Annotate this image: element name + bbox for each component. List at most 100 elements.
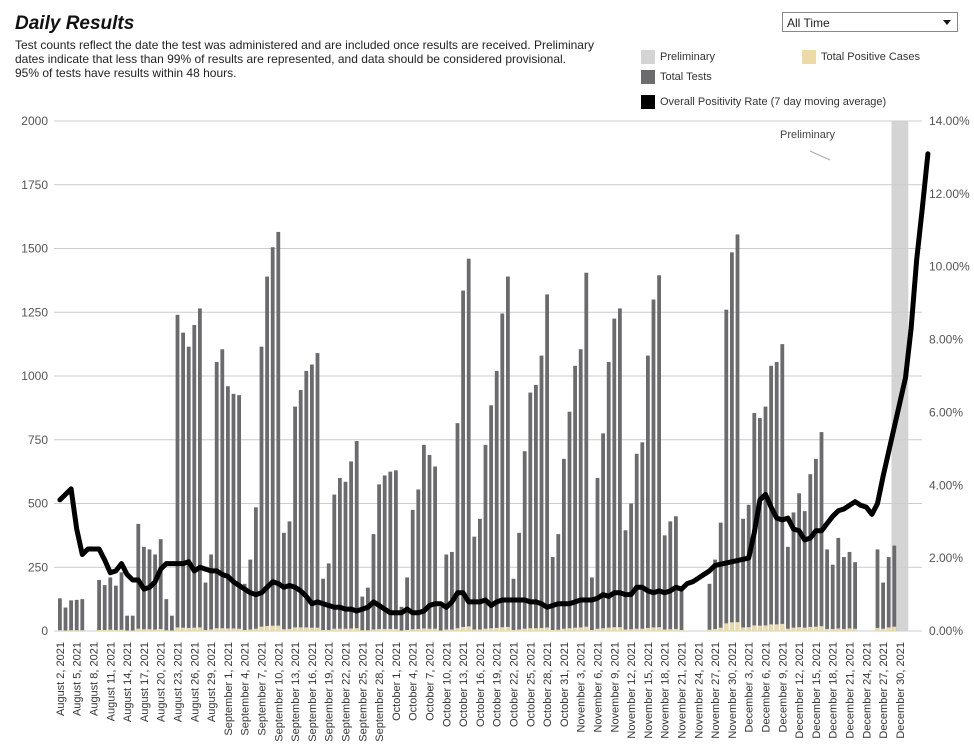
total-tests-bar (534, 384, 538, 631)
positive-cases-bar (265, 625, 269, 631)
total-tests-bar (422, 444, 426, 631)
positive-cases-bar (203, 629, 208, 631)
total-tests-bar (175, 314, 180, 631)
total-tests-bar (500, 313, 505, 631)
positive-cases-bar (718, 627, 723, 631)
y-left-tick-label: 2000 (21, 114, 48, 128)
positive-cases-bar (338, 628, 342, 631)
x-tick-label: October 31, 2021 (559, 642, 571, 727)
positive-cases-bar (270, 625, 275, 631)
total-tests-bar (595, 478, 600, 631)
positive-cases-bar (433, 628, 437, 631)
total-tests-bar (590, 577, 594, 631)
y-right-tick-label: 4.00% (929, 478, 963, 492)
positive-cases-bar (494, 627, 499, 631)
total-tests-bar (231, 393, 236, 631)
legend-swatch-preliminary (641, 50, 655, 64)
total-tests-bar (63, 607, 68, 631)
total-tests-bar (483, 444, 488, 631)
total-tests-bar (517, 532, 521, 631)
y-right-tick-label: 6.00% (929, 405, 963, 419)
total-tests-bar (478, 518, 482, 631)
legend-swatch-total-tests (641, 70, 655, 84)
x-tick-label: October 22, 2021 (509, 642, 521, 727)
total-tests-bar (338, 478, 342, 631)
positive-cases-bar (349, 628, 353, 631)
total-tests-bar (254, 507, 258, 631)
total-tests-bar (74, 599, 79, 631)
time-range-dropdown[interactable]: All Time (782, 12, 958, 32)
total-tests-bar (886, 557, 891, 631)
positive-cases-bar (539, 627, 544, 631)
total-tests-bar (556, 534, 561, 631)
positive-cases-bar (830, 628, 835, 631)
positive-cases-bar (366, 630, 370, 631)
positive-cases-bar (371, 629, 376, 631)
total-tests-bar (830, 564, 835, 631)
positive-cases-bar (455, 628, 460, 631)
total-tests-bar (394, 470, 398, 631)
positive-cases-bar (853, 628, 857, 631)
total-tests-bar (310, 364, 314, 631)
x-tick-label: October 19, 2021 (492, 642, 504, 727)
positive-cases-bar (125, 630, 129, 631)
x-tick-label: October 10, 2021 (441, 642, 453, 727)
positive-cases-bar (58, 630, 62, 631)
positive-cases-bar (506, 626, 510, 631)
positive-cases-bar (746, 627, 751, 631)
x-tick-label: December 30, 2021 (895, 642, 907, 739)
positive-cases-bar (74, 630, 79, 631)
total-tests-bar (646, 355, 650, 631)
positive-cases-bar (886, 627, 891, 631)
y-right-tick-label: 14.00% (929, 114, 970, 128)
y-left-tick-label: 0 (41, 624, 48, 638)
positive-cases-bar (618, 627, 622, 631)
positive-cases-bar (522, 628, 527, 631)
annotation-leader (809, 150, 831, 161)
positive-cases-bar (836, 628, 841, 631)
x-tick-label: November 6, 2021 (593, 642, 605, 733)
x-tick-label: November 15, 2021 (643, 642, 655, 739)
x-tick-label: September 28, 2021 (374, 642, 386, 742)
total-tests-bar (455, 423, 460, 631)
x-tick-label: September 1, 2021 (223, 642, 235, 736)
positive-cases-bar (298, 627, 303, 631)
positive-cases-bar (102, 629, 107, 631)
positive-cases-bar (405, 629, 409, 631)
positive-cases-bar (63, 630, 68, 631)
positive-cases-bar (601, 628, 605, 631)
positive-cases-bar (321, 629, 325, 631)
x-tick-label: November 3, 2021 (576, 642, 588, 733)
positive-cases-bar (69, 630, 73, 631)
total-tests-bar (573, 365, 577, 631)
positive-cases-bar (847, 628, 852, 631)
positive-cases-bar (612, 627, 617, 631)
total-tests-bar (427, 455, 432, 631)
x-tick-label: October 28, 2021 (542, 642, 554, 727)
total-tests-bar (735, 234, 740, 631)
positive-cases-bar (108, 629, 113, 631)
positive-cases-bar (517, 629, 521, 631)
positive-cases-bar (528, 628, 533, 631)
total-tests-bar (623, 530, 628, 631)
positive-cases-bar (259, 626, 264, 631)
total-tests-bar (466, 258, 471, 631)
x-tick-label: December 21, 2021 (845, 642, 857, 739)
total-tests-bar (136, 523, 141, 631)
total-tests-bar (410, 509, 415, 631)
positive-cases-bar (668, 629, 673, 631)
positive-cases-bar (119, 629, 124, 631)
total-tests-bar (741, 518, 745, 631)
positive-cases-bar (791, 627, 796, 631)
preliminary-annotation: Preliminary (780, 129, 836, 141)
total-tests-bar (791, 512, 796, 631)
positive-cases-bar (444, 629, 449, 631)
positive-cases-bar (343, 628, 348, 631)
total-tests-bar (186, 346, 191, 631)
total-tests-bar (662, 535, 667, 631)
positive-cases-bar (769, 624, 773, 631)
y-left-tick-label: 1000 (21, 369, 48, 383)
total-tests-bar (433, 466, 437, 631)
total-tests-bar (371, 534, 376, 631)
